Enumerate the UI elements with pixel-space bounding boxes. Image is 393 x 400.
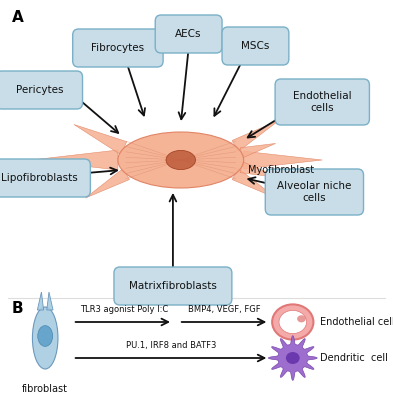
FancyBboxPatch shape — [114, 267, 232, 305]
Text: MSCs: MSCs — [241, 41, 270, 51]
Text: PU.1, IRF8 and BATF3: PU.1, IRF8 and BATF3 — [126, 341, 216, 350]
Ellipse shape — [38, 326, 53, 346]
Polygon shape — [37, 292, 44, 310]
Text: B: B — [12, 301, 24, 316]
FancyBboxPatch shape — [265, 169, 364, 215]
Polygon shape — [74, 124, 127, 155]
Ellipse shape — [297, 315, 306, 322]
Text: Myofibroblast: Myofibroblast — [248, 165, 314, 175]
FancyBboxPatch shape — [0, 71, 83, 109]
Polygon shape — [47, 292, 53, 310]
Text: Dendritic  cell: Dendritic cell — [320, 353, 388, 363]
Text: Matrixfibroblasts: Matrixfibroblasts — [129, 281, 217, 291]
Polygon shape — [240, 162, 279, 178]
FancyBboxPatch shape — [73, 29, 163, 67]
Text: BMP4, VEGF, FGF: BMP4, VEGF, FGF — [188, 305, 260, 314]
Text: Lipofibroblasts: Lipofibroblasts — [1, 173, 78, 183]
Ellipse shape — [32, 307, 58, 369]
Text: Fibrocytes: Fibrocytes — [91, 43, 145, 53]
Text: Endothelial cell: Endothelial cell — [320, 317, 393, 327]
FancyBboxPatch shape — [275, 79, 369, 125]
Ellipse shape — [166, 150, 196, 170]
Text: A: A — [12, 10, 24, 25]
Polygon shape — [240, 144, 275, 158]
Polygon shape — [244, 151, 322, 169]
Polygon shape — [232, 120, 279, 152]
Polygon shape — [86, 168, 129, 198]
Polygon shape — [268, 336, 317, 380]
Ellipse shape — [272, 304, 314, 340]
Polygon shape — [232, 168, 276, 198]
FancyBboxPatch shape — [222, 27, 289, 65]
Ellipse shape — [279, 310, 307, 334]
Text: fibroblast: fibroblast — [22, 384, 68, 394]
Text: Pericytes: Pericytes — [16, 85, 63, 95]
Text: TLR3 agonist Poly I:C: TLR3 agonist Poly I:C — [80, 305, 168, 314]
Ellipse shape — [286, 352, 300, 364]
Text: Endothelial
cells: Endothelial cells — [293, 91, 352, 113]
FancyBboxPatch shape — [0, 159, 90, 197]
Polygon shape — [31, 150, 118, 170]
Text: Alveolar niche
cells: Alveolar niche cells — [277, 181, 352, 203]
Ellipse shape — [118, 132, 244, 188]
FancyBboxPatch shape — [155, 15, 222, 53]
Text: AECs: AECs — [175, 29, 202, 39]
